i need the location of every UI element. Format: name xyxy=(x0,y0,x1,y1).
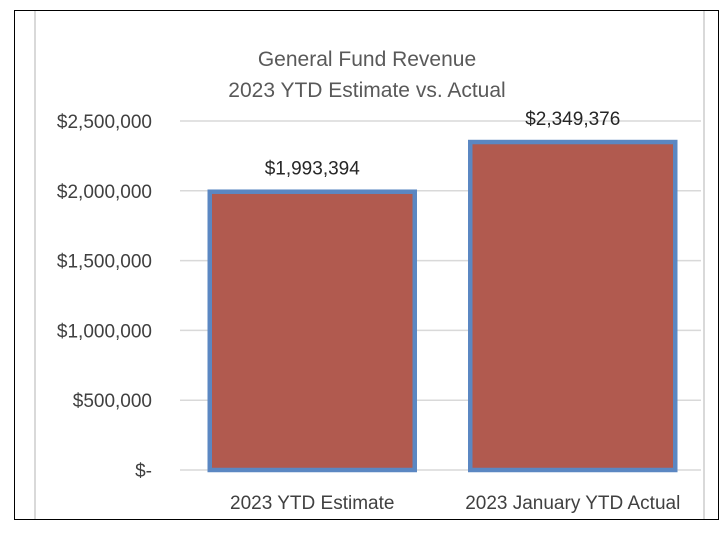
y-tick-label: $1,000,000 xyxy=(57,321,152,342)
data-label: $2,349,376 xyxy=(525,109,620,130)
bars xyxy=(207,139,678,473)
data-labels: $1,993,394 $2,349,376 xyxy=(265,109,621,180)
y-axis-tick-labels: $- $500,000 $1,000,000 $1,500,000 $2,000,000… xyxy=(57,112,152,482)
chart-area-right-edge xyxy=(703,11,705,519)
bar-chart: General Fund Revenue 2023 YTD Estimate v… xyxy=(57,48,701,514)
chart-title: General Fund Revenue xyxy=(258,48,476,71)
chart-area-left-edge xyxy=(34,11,36,519)
data-label: $1,993,394 xyxy=(265,159,361,180)
bar xyxy=(468,139,678,473)
y-tick-label: $2,500,000 xyxy=(57,112,152,133)
chart-frame: General Fund Revenue 2023 YTD Estimate v… xyxy=(14,10,719,520)
y-tick-label: $- xyxy=(135,461,152,482)
y-tick-label: $1,500,000 xyxy=(57,252,152,273)
y-tick-label: $500,000 xyxy=(73,391,152,412)
chart-subtitle: 2023 YTD Estimate vs. Actual xyxy=(228,79,505,102)
category-labels: 2023 YTD Estimate 2023 January YTD Actual xyxy=(230,493,680,514)
bar xyxy=(207,189,417,473)
x-tick-label: 2023 YTD Estimate xyxy=(230,493,394,514)
x-tick-label: 2023 January YTD Actual xyxy=(465,493,680,514)
y-tick-label: $2,000,000 xyxy=(57,182,152,203)
